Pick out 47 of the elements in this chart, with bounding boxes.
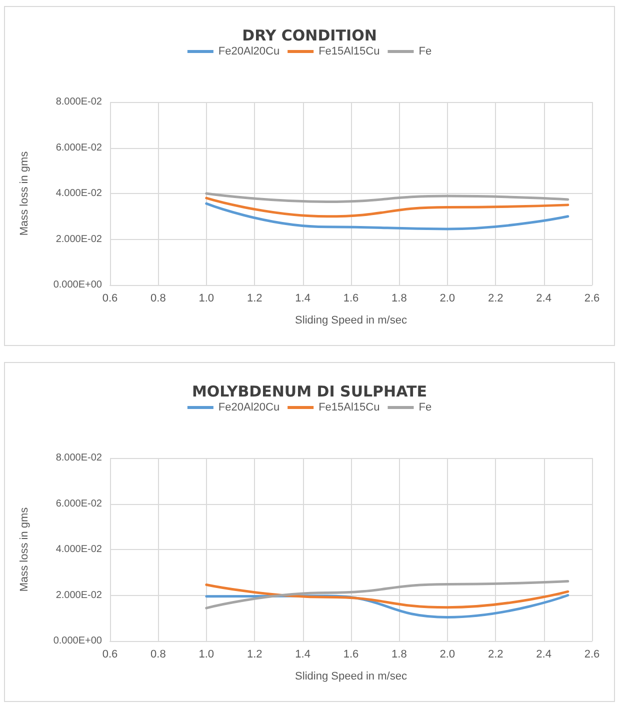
x-tick-label: 1.0 xyxy=(198,648,214,660)
y-tick-label: 6.000E-02 xyxy=(56,498,102,510)
x-tick-label: 1.8 xyxy=(392,648,407,660)
x-tick-label: 2.2 xyxy=(488,292,504,304)
x-tick-label: 0.6 xyxy=(102,292,118,304)
legend-label: Fe xyxy=(418,46,432,58)
y-axis-title: Mass loss in gms xyxy=(18,506,30,592)
legend-label: Fe15Al15Cu xyxy=(318,46,380,58)
chart-title: DRY CONDITION xyxy=(242,26,377,44)
line-series xyxy=(205,202,570,230)
x-tick-label: 2.2 xyxy=(488,648,504,660)
x-tick-label: 2.0 xyxy=(440,292,456,304)
line-series xyxy=(205,192,570,203)
x-tick-label: 1.8 xyxy=(392,292,407,304)
x-tick-label: 1.0 xyxy=(198,292,214,304)
x-tick-label: 1.4 xyxy=(295,292,310,304)
x-tick-label: 0.8 xyxy=(150,648,166,660)
x-tick-label: 2.6 xyxy=(584,648,600,660)
x-tick-label: 0.6 xyxy=(102,648,118,660)
legend-label: Fe20Al20Cu xyxy=(218,46,280,58)
y-tick-label: 0.000E+00 xyxy=(53,636,102,646)
x-tick-label: 1.6 xyxy=(343,648,359,660)
y-axis-title: Mass loss in gms xyxy=(18,150,30,236)
x-axis-title: Sliding Speed in m/sec xyxy=(295,314,408,326)
x-tick-label: 0.8 xyxy=(150,292,166,304)
y-tick-label: 6.000E-02 xyxy=(56,142,102,154)
y-tick-label: 8.000E-02 xyxy=(56,452,102,464)
legend-label: Fe xyxy=(418,402,432,414)
y-tick-label: 4.000E-02 xyxy=(56,188,102,199)
x-tick-label: 1.2 xyxy=(246,648,262,660)
x-tick-label: 2.0 xyxy=(440,648,456,660)
legend-label: Fe15Al15Cu xyxy=(318,402,380,414)
y-tick-label: 8.000E-02 xyxy=(56,96,102,108)
x-tick-label: 1.6 xyxy=(343,292,359,304)
y-tick-label: 2.000E-02 xyxy=(56,590,102,601)
line-series xyxy=(205,196,570,218)
x-tick-label: 2.4 xyxy=(536,292,552,304)
y-tick-label: 2.000E-02 xyxy=(56,234,102,245)
x-tick-label: 1.4 xyxy=(295,648,310,660)
x-tick-label: 2.4 xyxy=(536,648,552,660)
x-tick-label: 2.6 xyxy=(584,292,600,304)
legend-label: Fe20Al20Cu xyxy=(218,402,280,414)
chart-title: MOLYBDENUM DI SULPHATE xyxy=(192,382,428,400)
y-tick-label: 4.000E-02 xyxy=(56,544,102,555)
y-tick-label: 0.000E+00 xyxy=(53,280,102,290)
x-axis-title: Sliding Speed in m/sec xyxy=(295,670,408,682)
x-tick-label: 1.2 xyxy=(246,292,262,304)
